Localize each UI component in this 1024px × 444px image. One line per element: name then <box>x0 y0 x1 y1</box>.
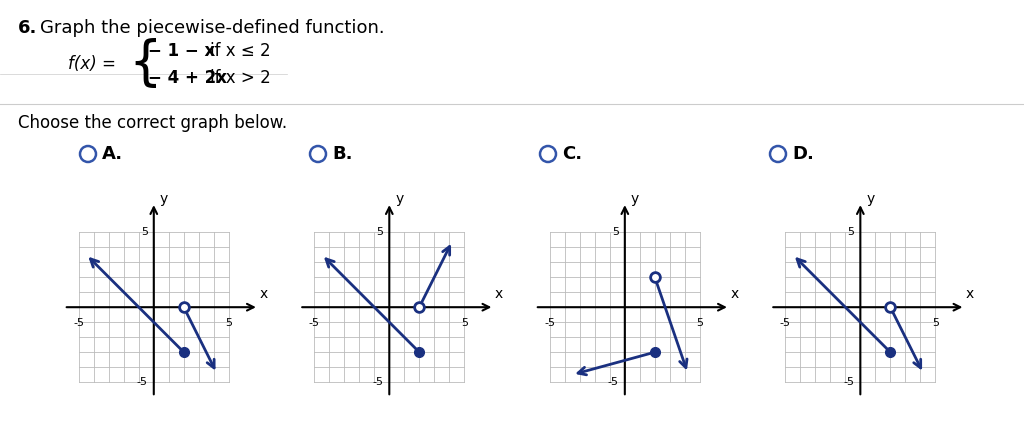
Text: -5: -5 <box>373 377 383 387</box>
Text: x: x <box>495 287 503 301</box>
Text: y: y <box>395 192 403 206</box>
Text: {: { <box>128 38 162 90</box>
Text: − 1 − x: − 1 − x <box>148 42 215 60</box>
Text: y: y <box>631 192 639 206</box>
Text: -5: -5 <box>844 377 854 387</box>
Text: 5: 5 <box>225 318 232 328</box>
Text: x: x <box>966 287 974 301</box>
Text: 6.: 6. <box>18 19 37 37</box>
Text: C.: C. <box>562 145 582 163</box>
Text: if x ≤ 2: if x ≤ 2 <box>210 42 270 60</box>
Text: -5: -5 <box>137 377 147 387</box>
Text: y: y <box>160 192 168 206</box>
Text: − 4 + 2x: − 4 + 2x <box>148 69 227 87</box>
Text: 5: 5 <box>376 227 383 237</box>
Text: -5: -5 <box>309 318 319 328</box>
Text: -5: -5 <box>780 318 791 328</box>
Text: f(x) =: f(x) = <box>68 55 116 73</box>
Text: Graph the piecewise-defined function.: Graph the piecewise-defined function. <box>40 19 385 37</box>
Text: B.: B. <box>332 145 352 163</box>
Text: 5: 5 <box>461 318 468 328</box>
Text: 5: 5 <box>932 318 939 328</box>
Text: A.: A. <box>102 145 123 163</box>
Text: 5: 5 <box>140 227 147 237</box>
Text: -5: -5 <box>74 318 84 328</box>
Text: x: x <box>730 287 738 301</box>
Text: y: y <box>866 192 874 206</box>
Text: D.: D. <box>792 145 814 163</box>
Text: if x > 2: if x > 2 <box>210 69 270 87</box>
Text: -5: -5 <box>545 318 555 328</box>
Text: Choose the correct graph below.: Choose the correct graph below. <box>18 114 287 132</box>
Text: 5: 5 <box>611 227 618 237</box>
Text: 5: 5 <box>696 318 703 328</box>
Text: -5: -5 <box>608 377 618 387</box>
Text: x: x <box>259 287 267 301</box>
Text: 5: 5 <box>847 227 854 237</box>
